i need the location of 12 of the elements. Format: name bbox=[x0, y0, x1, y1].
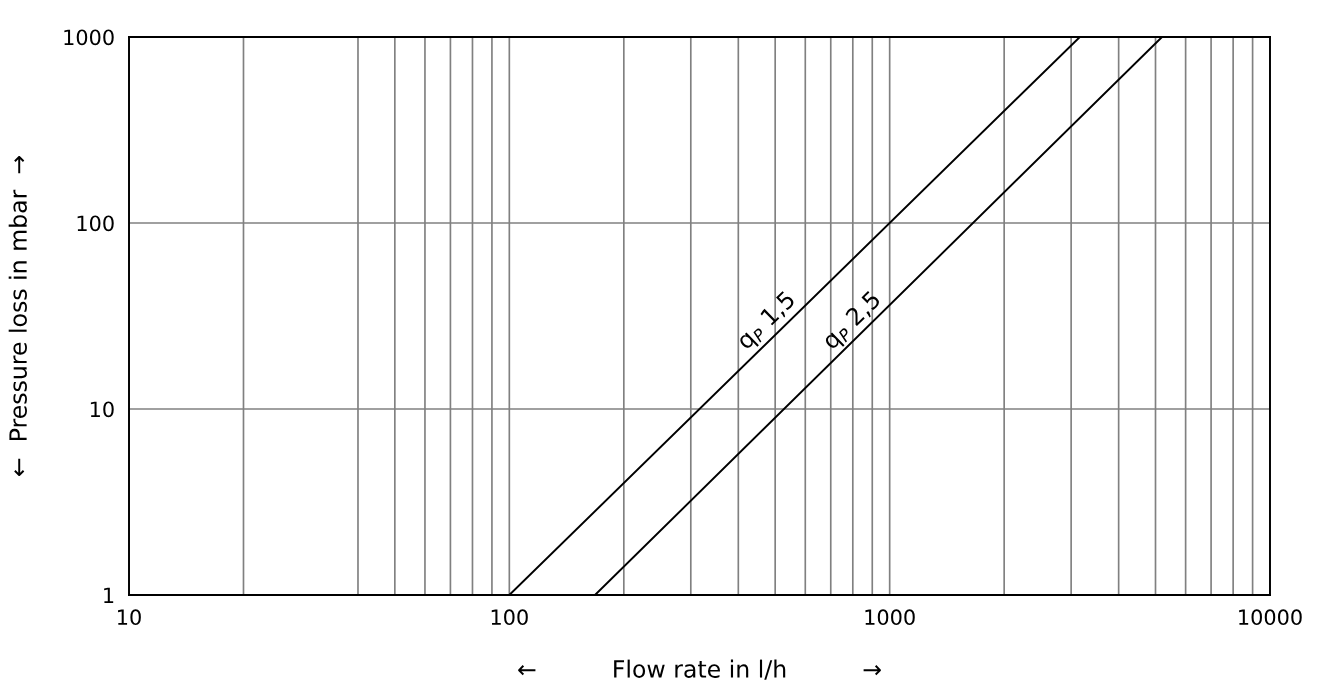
x-tick-label: 1000 bbox=[865, 609, 915, 626]
annotation: q$_{P}$ 1,5 bbox=[735, 290, 799, 354]
x-tick-label: 10000 bbox=[1239, 609, 1302, 626]
x-tick-label: 10 bbox=[118, 609, 141, 626]
x-axis-title: ← Flow rate in l/h → bbox=[518, 659, 881, 680]
annotation: q$_{P}$ 2,5 bbox=[820, 289, 885, 354]
x-tick-label: 100 bbox=[491, 609, 528, 626]
y-tick-label: 1000 bbox=[64, 29, 114, 46]
y-tick-label: 10 bbox=[90, 401, 114, 418]
y-tick-label: 1 bbox=[104, 587, 114, 603]
y-axis-title: ← Pressure loss in mbar → bbox=[8, 156, 27, 476]
y-tick-label: 100 bbox=[77, 215, 114, 232]
